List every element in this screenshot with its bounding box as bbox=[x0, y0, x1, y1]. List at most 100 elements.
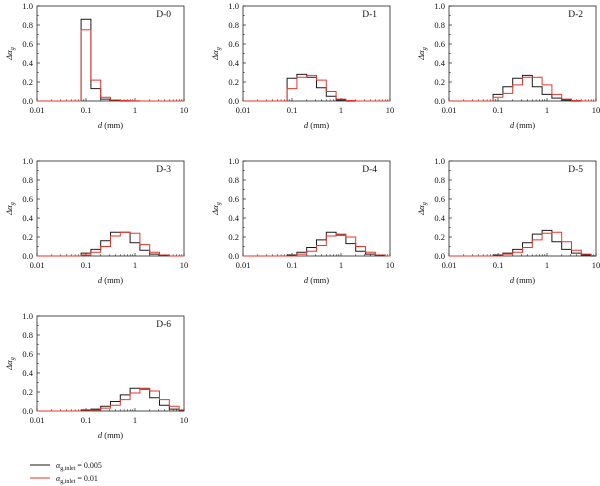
y-tick-label: 0.2 bbox=[22, 387, 33, 397]
y-tick-label: 1.0 bbox=[228, 1, 239, 11]
x-tick-label: 0.1 bbox=[287, 260, 298, 270]
x-axis-title: d (mm) bbox=[304, 120, 329, 130]
y-tick-label: 0.8 bbox=[228, 175, 239, 185]
y-axis-title: Δαg bbox=[210, 201, 222, 215]
y-axis-title: Δαg bbox=[416, 201, 428, 215]
y-tick-label: 1.0 bbox=[434, 156, 445, 166]
x-tick-label: 0.1 bbox=[493, 260, 504, 270]
y-tick-label: 0.6 bbox=[22, 349, 33, 359]
x-axis-title: d (mm) bbox=[98, 430, 123, 440]
chart-panel-0: 0.0 0.2 0.4 0.6 0.8 1.0 0.01 0.1 1 10 d (mm) Δαg D-0 bbox=[4, 1, 188, 130]
x-tick-label: 1 bbox=[545, 260, 549, 270]
y-axis-title: Δαg bbox=[4, 46, 16, 60]
y-tick-label: 0.8 bbox=[22, 20, 33, 30]
y-tick-label: 0.0 bbox=[434, 251, 445, 261]
y-tick-label: 0.0 bbox=[434, 96, 445, 106]
panel-title: D-6 bbox=[156, 320, 171, 330]
x-tick-label: 1 bbox=[133, 260, 137, 270]
y-tick-label: 0.6 bbox=[22, 39, 33, 49]
y-tick-label: 0.8 bbox=[22, 175, 33, 185]
x-tick-label: 10 bbox=[592, 260, 600, 270]
y-axis-title: Δαg bbox=[4, 356, 16, 370]
series-line-1 bbox=[243, 233, 390, 257]
x-tick-label: 10 bbox=[386, 260, 395, 270]
x-axis-title: d (mm) bbox=[98, 275, 123, 285]
y-tick-label: 0.8 bbox=[22, 330, 33, 340]
panel-title: D-4 bbox=[362, 165, 377, 175]
y-tick-label: 0.2 bbox=[228, 232, 239, 242]
y-tick-label: 1.0 bbox=[228, 156, 239, 166]
x-tick-label: 10 bbox=[386, 105, 395, 115]
y-axis-title: Δαg bbox=[4, 201, 16, 215]
legend-label-1: αg,inlet = 0.01 bbox=[56, 474, 98, 485]
y-tick-label: 0.0 bbox=[22, 96, 33, 106]
y-tick-label: 0.4 bbox=[228, 213, 239, 223]
y-tick-label: 0.8 bbox=[434, 20, 445, 30]
x-axis-title: d (mm) bbox=[98, 120, 123, 130]
x-tick-label: 0.01 bbox=[236, 105, 251, 115]
y-tick-label: 0.0 bbox=[228, 251, 239, 261]
chart-panel-4: 0.0 0.2 0.4 0.6 0.8 1.0 0.01 0.1 1 10 d (mm) Δαg D-4 bbox=[210, 156, 394, 285]
y-tick-label: 1.0 bbox=[22, 156, 33, 166]
x-tick-label: 0.01 bbox=[442, 260, 457, 270]
series-line-1 bbox=[449, 76, 596, 102]
x-axis-title: d (mm) bbox=[304, 275, 329, 285]
y-tick-label: 0.6 bbox=[434, 39, 445, 49]
x-tick-label: 0.01 bbox=[30, 105, 45, 115]
panel-title: D-5 bbox=[568, 165, 583, 175]
x-axis-title: d (mm) bbox=[510, 120, 535, 130]
chart-panel-1: 0.0 0.2 0.4 0.6 0.8 1.0 0.01 0.1 1 10 d (mm) Δαg D-1 bbox=[210, 1, 394, 130]
x-tick-label: 1 bbox=[339, 260, 343, 270]
panel-title: D-0 bbox=[156, 10, 171, 20]
y-tick-label: 0.0 bbox=[22, 251, 33, 261]
plot-frame bbox=[36, 5, 185, 102]
y-tick-label: 0.0 bbox=[22, 406, 33, 416]
x-tick-label: 0.1 bbox=[493, 105, 504, 115]
y-axis-title: Δαg bbox=[210, 46, 222, 60]
y-tick-label: 0.6 bbox=[228, 194, 239, 204]
y-tick-label: 0.2 bbox=[228, 77, 239, 87]
series-line-1 bbox=[37, 231, 184, 257]
x-tick-label: 0.1 bbox=[81, 260, 92, 270]
y-axis-title: Δαg bbox=[416, 46, 428, 60]
chart-panel-2: 0.0 0.2 0.4 0.6 0.8 1.0 0.01 0.1 1 10 d (mm) Δαg D-2 bbox=[416, 1, 600, 130]
x-tick-label: 10 bbox=[592, 105, 600, 115]
panel-title: D-2 bbox=[568, 10, 583, 20]
series-line-1 bbox=[37, 387, 184, 412]
series-line-0 bbox=[37, 18, 184, 102]
series-line-1 bbox=[243, 74, 390, 102]
y-tick-label: 0.2 bbox=[22, 77, 33, 87]
x-axis-title: d (mm) bbox=[510, 275, 535, 285]
y-tick-label: 0.2 bbox=[434, 232, 445, 242]
y-tick-label: 0.0 bbox=[228, 96, 239, 106]
plot-frame bbox=[448, 160, 597, 257]
x-tick-label: 10 bbox=[180, 105, 189, 115]
x-tick-label: 0.1 bbox=[81, 105, 92, 115]
chart-panel-5: 0.0 0.2 0.4 0.6 0.8 1.0 0.01 0.1 1 10 d (mm) Δαg D-5 bbox=[416, 156, 600, 285]
chart-panel-3: 0.0 0.2 0.4 0.6 0.8 1.0 0.01 0.1 1 10 d (mm) Δαg D-3 bbox=[4, 156, 188, 285]
y-tick-label: 0.4 bbox=[22, 58, 33, 68]
legend: αg,inlet = 0.005 αg,inlet = 0.01 bbox=[30, 461, 102, 485]
y-tick-label: 1.0 bbox=[22, 1, 33, 11]
panel-title: D-1 bbox=[362, 10, 377, 20]
x-tick-label: 10 bbox=[180, 260, 189, 270]
x-tick-label: 10 bbox=[180, 415, 189, 425]
x-tick-label: 0.1 bbox=[81, 415, 92, 425]
x-tick-label: 1 bbox=[133, 105, 137, 115]
y-tick-label: 0.6 bbox=[228, 39, 239, 49]
plot-frame bbox=[36, 315, 185, 412]
panel-title: D-3 bbox=[156, 165, 171, 175]
panels: 0.00.20.40.60.81.00.01 0.1 1 10d (mm)ΔαgD-0… bbox=[4, 1, 600, 440]
y-tick-label: 0.4 bbox=[228, 58, 239, 68]
x-tick-label: 0.1 bbox=[287, 105, 298, 115]
x-tick-label: 1 bbox=[339, 105, 343, 115]
y-tick-label: 0.8 bbox=[228, 20, 239, 30]
series-line-1 bbox=[37, 29, 184, 102]
x-tick-label: 0.01 bbox=[236, 260, 251, 270]
y-tick-label: 0.6 bbox=[434, 194, 445, 204]
y-tick-label: 0.4 bbox=[434, 213, 445, 223]
y-tick-label: 1.0 bbox=[22, 311, 33, 321]
y-tick-label: 0.4 bbox=[434, 58, 445, 68]
x-tick-label: 0.01 bbox=[442, 105, 457, 115]
